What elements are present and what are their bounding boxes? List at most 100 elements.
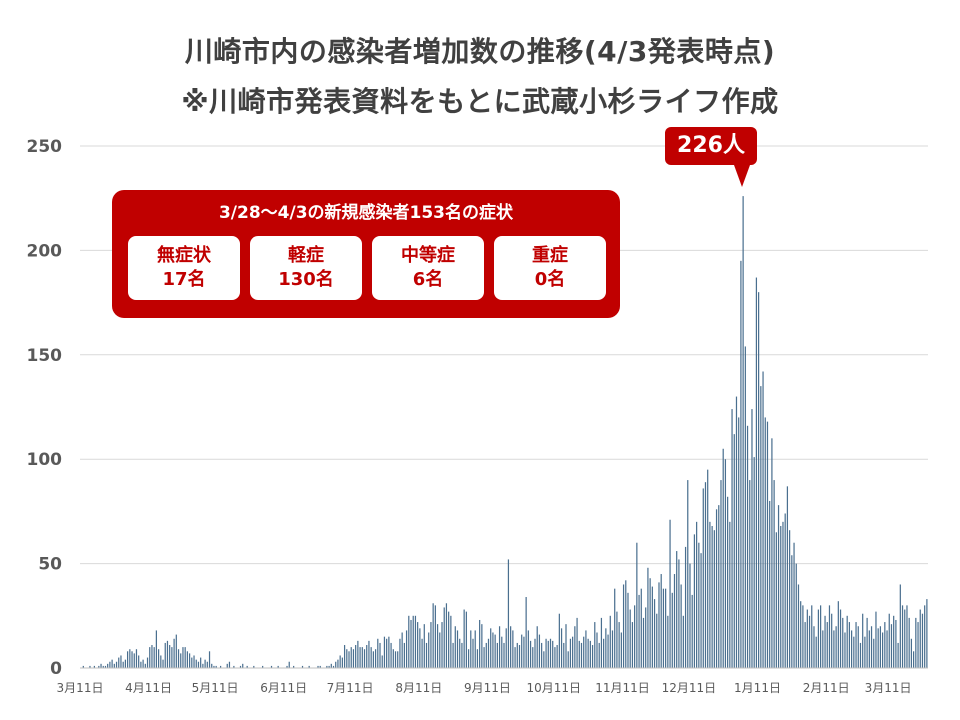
bar (709, 521, 711, 668)
bar (332, 665, 335, 668)
bar (180, 653, 182, 668)
bar (293, 665, 295, 668)
bar (118, 657, 120, 668)
bar (718, 505, 720, 668)
bar (884, 622, 886, 668)
bar (578, 640, 580, 668)
bar (702, 488, 704, 668)
bar (689, 563, 691, 668)
bar (711, 526, 713, 668)
bar (301, 665, 304, 668)
bar (842, 617, 844, 668)
bar (636, 542, 638, 668)
bar (215, 665, 217, 668)
y-tick-label: 50 (38, 555, 62, 575)
bar (120, 655, 122, 668)
bar (319, 665, 321, 668)
bar (873, 638, 875, 668)
bar (370, 647, 372, 668)
bar (704, 482, 707, 668)
bar (467, 649, 470, 668)
bar (817, 609, 820, 668)
bar (133, 653, 135, 668)
bar (572, 636, 574, 668)
bar (436, 624, 439, 668)
bar (328, 665, 330, 668)
bar (886, 630, 888, 668)
y-tick-label: 0 (50, 659, 62, 679)
bar (735, 396, 738, 668)
bar (131, 651, 133, 668)
bar (151, 645, 153, 668)
y-tick-label: 100 (27, 450, 63, 470)
bar (758, 292, 760, 668)
bar (749, 480, 751, 668)
bar (583, 636, 585, 668)
bar (505, 628, 507, 668)
bar (580, 642, 583, 668)
bar (202, 663, 204, 668)
symptom-label: 中等症 (401, 245, 455, 266)
y-tick-label: 150 (27, 346, 63, 366)
bar (791, 555, 793, 668)
bar (516, 642, 518, 668)
symptom-label: 軽症 (288, 245, 324, 266)
bar (430, 622, 432, 668)
bar (184, 647, 186, 668)
bar (890, 624, 893, 668)
bar (800, 601, 802, 668)
bar (401, 632, 403, 668)
bar (149, 647, 151, 668)
bar (793, 542, 795, 668)
bar (454, 626, 456, 668)
bar (501, 636, 503, 668)
bar (337, 659, 339, 668)
bar (897, 642, 899, 668)
bar (206, 661, 208, 668)
bar (352, 649, 355, 668)
bar (904, 609, 906, 668)
bar (421, 638, 423, 668)
bar (242, 663, 244, 668)
y-tick-label: 250 (27, 137, 63, 157)
bar (89, 665, 91, 668)
bar (157, 649, 160, 668)
bar (443, 607, 445, 668)
bar (616, 611, 618, 668)
bar (463, 609, 465, 668)
bar (605, 628, 607, 668)
bar (744, 346, 746, 668)
bar (479, 619, 481, 668)
bar (439, 632, 441, 668)
bar (518, 645, 521, 668)
bar (733, 434, 735, 668)
bar (751, 409, 753, 668)
bar (693, 534, 696, 668)
bar (483, 647, 485, 668)
bar (813, 626, 815, 668)
bar (773, 480, 775, 668)
bar (622, 584, 625, 668)
bar (122, 661, 124, 668)
bar (879, 626, 882, 668)
bar (93, 665, 95, 668)
x-tick-label: 2月11日 (803, 681, 850, 695)
bar (603, 638, 605, 668)
bar (560, 628, 563, 668)
bar (390, 642, 392, 668)
bar (760, 386, 762, 668)
bar (82, 665, 84, 668)
bar (363, 649, 366, 668)
bar (397, 651, 399, 668)
bar (377, 638, 379, 668)
bar (541, 642, 543, 668)
bar (193, 655, 195, 668)
symptom-summary-box: 3/28〜4/3の新規感染者153名の症状 無症状 17名 軽症 130名 中等… (112, 190, 620, 318)
bar (627, 592, 629, 668)
bar (525, 597, 527, 668)
bar (837, 601, 839, 668)
x-tick-label: 3月11日 (57, 681, 104, 695)
x-tick-label: 11月11日 (595, 681, 650, 695)
bar (126, 651, 129, 668)
bar (642, 617, 645, 668)
